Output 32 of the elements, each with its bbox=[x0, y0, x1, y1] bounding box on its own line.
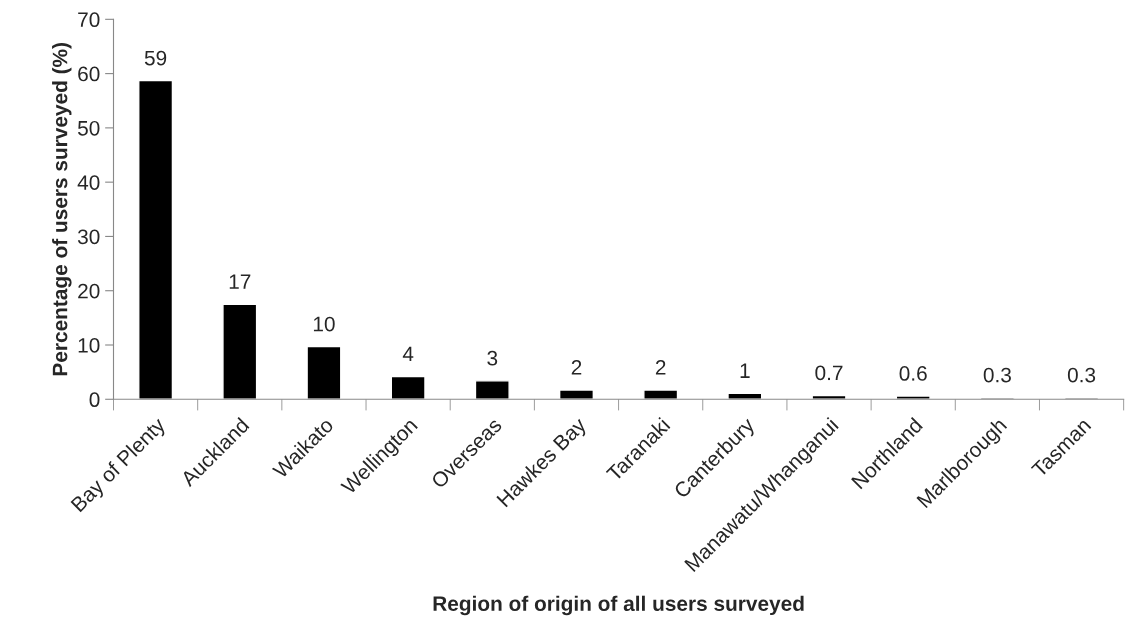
bar bbox=[138, 79, 174, 400]
data-label: 4 bbox=[402, 346, 414, 362]
bar bbox=[222, 303, 258, 400]
y-tick-label: 10 bbox=[78, 338, 100, 353]
y-tick-label: 0 bbox=[89, 392, 100, 408]
bar bbox=[811, 394, 847, 400]
y-tick-label: 60 bbox=[78, 66, 100, 82]
y-axis-title: Percentage of users surveyed (%) bbox=[52, 43, 72, 376]
data-label: 0.6 bbox=[899, 366, 927, 381]
data-label: 17 bbox=[229, 274, 251, 289]
bar bbox=[643, 389, 679, 400]
bar bbox=[558, 389, 595, 400]
data-label: 2 bbox=[655, 360, 666, 375]
data-label: 1 bbox=[740, 363, 750, 378]
data-label: 0.3 bbox=[1067, 367, 1096, 383]
x-axis-title: Region of origin of all users surveyed bbox=[433, 595, 804, 616]
bar bbox=[895, 395, 931, 400]
y-tick-label: 30 bbox=[77, 229, 100, 245]
data-label: 0.7 bbox=[815, 365, 843, 381]
data-label: 10 bbox=[313, 316, 335, 332]
bar bbox=[306, 345, 342, 400]
data-label: 2 bbox=[571, 360, 582, 375]
y-tick-label: 40 bbox=[77, 175, 100, 190]
data-label: 0.3 bbox=[983, 367, 1011, 383]
y-tick-label: 70 bbox=[78, 12, 100, 28]
data-label: 3 bbox=[487, 350, 498, 366]
data-label: 59 bbox=[144, 50, 167, 66]
bar bbox=[727, 392, 763, 400]
bar bbox=[474, 380, 510, 400]
y-tick-label: 50 bbox=[77, 120, 100, 136]
bar bbox=[390, 375, 426, 400]
y-tick-label: 20 bbox=[78, 283, 100, 299]
